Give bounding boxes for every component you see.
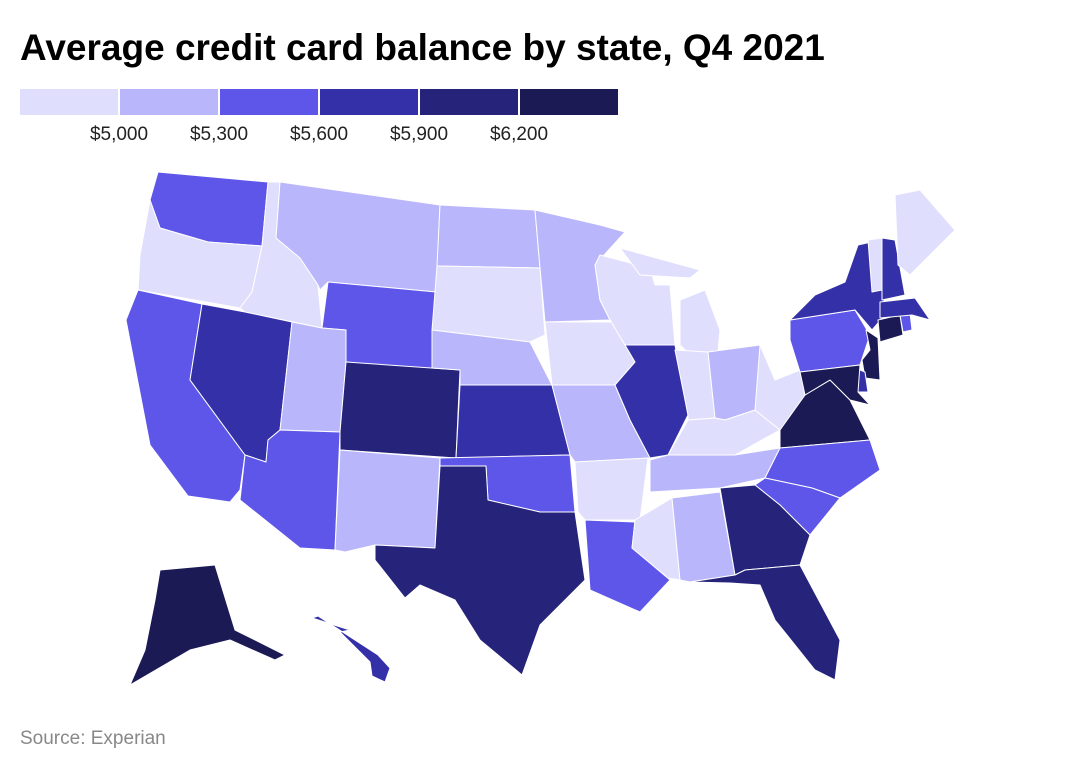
state — [879, 297, 931, 321]
state — [339, 361, 461, 459]
legend-swatch — [320, 89, 418, 115]
legend-swatch — [220, 89, 318, 115]
state-part — [619, 247, 701, 279]
state — [455, 384, 571, 459]
source: Source: Experian — [20, 728, 166, 749]
legend-swatch — [120, 89, 218, 115]
state — [667, 409, 781, 456]
state — [789, 309, 871, 373]
legend-label: $6,200 — [490, 124, 548, 145]
state — [689, 564, 841, 681]
state — [431, 265, 546, 343]
legend-swatch — [520, 89, 618, 115]
state — [574, 457, 649, 521]
legend-swatch — [20, 89, 118, 115]
state — [436, 204, 541, 269]
state — [679, 289, 721, 356]
state — [334, 449, 441, 553]
legend-swatch — [420, 89, 518, 115]
legend-label: $5,600 — [290, 124, 348, 145]
state — [129, 564, 286, 686]
state — [894, 189, 956, 276]
state — [311, 615, 391, 683]
map — [125, 171, 956, 686]
title: Average credit card balance by state, Q4… — [20, 27, 825, 68]
state — [239, 429, 341, 551]
state — [374, 465, 586, 676]
state — [881, 237, 906, 301]
legend-label: $5,000 — [90, 124, 148, 145]
state — [877, 314, 904, 343]
legend-label: $5,900 — [390, 124, 448, 145]
legend-label: $5,300 — [190, 124, 248, 145]
state — [799, 364, 871, 406]
state — [279, 321, 347, 433]
legend: $5,000 $5,300 $5,600 $5,900 $6,200 — [20, 89, 618, 145]
state — [631, 497, 681, 581]
